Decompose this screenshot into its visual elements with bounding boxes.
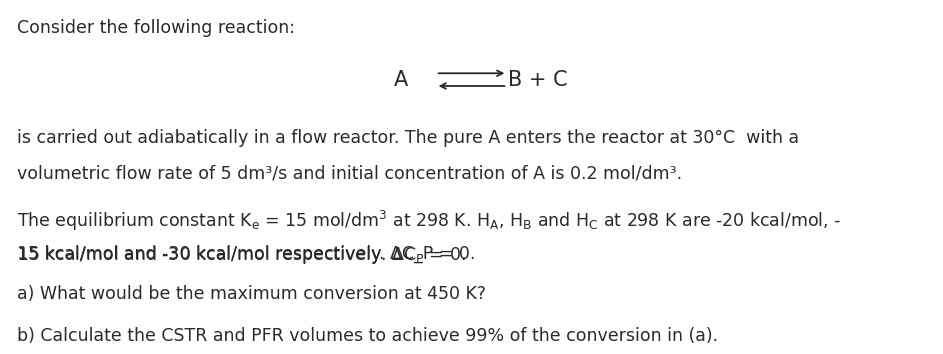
Text: Consider the following reaction:: Consider the following reaction: xyxy=(17,19,295,38)
Text: b) Calculate the CSTR and PFR volumes to achieve 99% of the conversion in (a).: b) Calculate the CSTR and PFR volumes to… xyxy=(17,327,719,346)
Text: A: A xyxy=(393,70,408,90)
Text: The equilibrium constant $\mathregular{K_e}$ = 15 mol/dm$^3$ at 298 K. $\mathreg: The equilibrium constant $\mathregular{K… xyxy=(17,209,841,233)
Text: 15 kcal/mol and -30 kcal/mol respectively. $\mathregular{\Delta C_P}$ = 0.: 15 kcal/mol and -30 kcal/mol respectivel… xyxy=(17,244,466,266)
Text: a) What would be the maximum conversion at 450 K?: a) What would be the maximum conversion … xyxy=(17,285,486,303)
Text: 15 kcal/mol and -30 kcal/mol respectively. ΔC_P = 0.: 15 kcal/mol and -30 kcal/mol respectivel… xyxy=(17,244,475,263)
Text: volumetric flow rate of 5 dm³/s and initial concentration of A is 0.2 mol/dm³.: volumetric flow rate of 5 dm³/s and init… xyxy=(17,165,682,183)
Text: B + C: B + C xyxy=(507,70,568,90)
Text: is carried out adiabatically in a flow reactor. The pure A enters the reactor at: is carried out adiabatically in a flow r… xyxy=(17,129,799,147)
